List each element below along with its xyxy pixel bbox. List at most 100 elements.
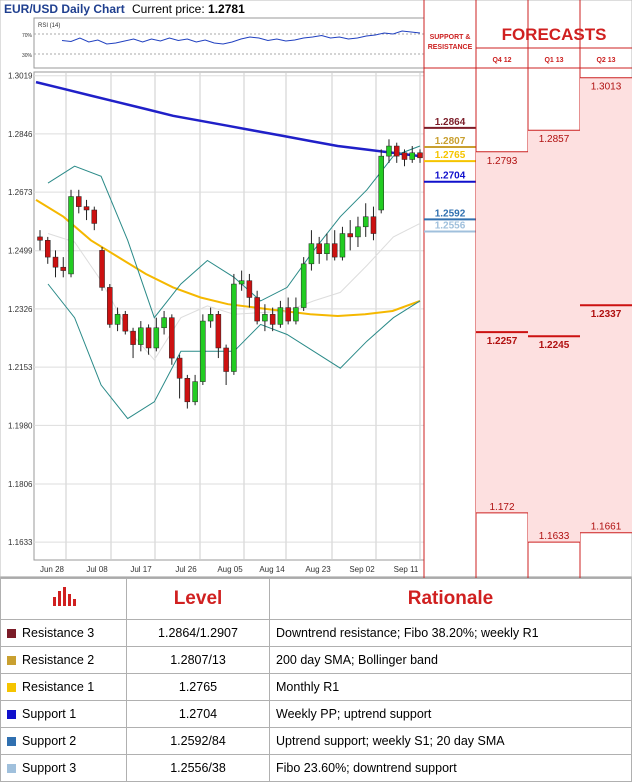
- x-tick-label: Aug 05: [217, 565, 243, 574]
- y-tick-label: 1.2673: [8, 188, 33, 197]
- level-header: Level: [126, 578, 270, 620]
- x-tick-label: Aug 14: [259, 565, 285, 574]
- level-value: 1.2765: [126, 673, 270, 701]
- sr-value: 1.2765: [435, 150, 466, 161]
- candle-body: [409, 152, 415, 160]
- sr-value: 1.2556: [435, 221, 466, 232]
- candle-body: [83, 206, 90, 211]
- level-rationale: 200 day SMA; Bollinger band: [269, 646, 632, 674]
- forecast-low-value: 1.1633: [539, 531, 570, 542]
- candle-body: [145, 327, 152, 349]
- level-rationale: Uptrend support; weekly S1; 20 day SMA: [269, 727, 632, 755]
- level-name: Resistance 2: [22, 653, 95, 667]
- level-value: 1.2704: [126, 700, 270, 728]
- y-tick-label: 1.2153: [8, 363, 33, 372]
- candle-body: [378, 155, 384, 211]
- table-row: Support 3 1.2556/38 Fibo 23.60%; downtrend…: [0, 754, 632, 782]
- forecast-column-label: Q2 13: [596, 57, 615, 64]
- level-name: Support 1: [22, 707, 77, 721]
- forecast-low-value: 1.1661: [591, 522, 622, 533]
- forecast-high-value: 1.2857: [539, 134, 570, 145]
- candle-body: [308, 243, 315, 265]
- y-tick-label: 1.1806: [8, 480, 33, 489]
- candle-body: [339, 233, 346, 258]
- x-tick-label: Jul 17: [130, 565, 152, 574]
- level-name: Support 2: [22, 734, 77, 748]
- candle-body: [138, 327, 144, 345]
- forecast-low-value: 1.172: [489, 502, 514, 513]
- chart-title: EUR/USD Daily Chart: [4, 2, 125, 16]
- current-price-label: Current price:: [132, 2, 205, 16]
- x-tick-label: Sep 11: [394, 565, 419, 574]
- level-color-swatch: [7, 710, 16, 719]
- candle-body: [355, 226, 361, 238]
- forecast-high-value: 1.3013: [591, 82, 622, 93]
- forecast-mid-value: 1.2337: [591, 309, 622, 320]
- table-row: Support 1 1.2704 Weekly PP; uptrend suppor…: [0, 700, 632, 728]
- sma-50-line: [35, 199, 421, 318]
- table-row: Support 2 1.2592/84 Uptrend support; weekl…: [0, 727, 632, 755]
- candle-body: [99, 250, 105, 288]
- candle-body: [362, 216, 369, 228]
- level-rationale: Fibo 23.60%; downtrend support: [269, 754, 632, 782]
- table-header-row: Level Rationale: [0, 578, 632, 620]
- candle-body: [76, 196, 82, 207]
- x-tick-label: Jul 08: [86, 565, 108, 574]
- candle-body: [192, 381, 198, 403]
- x-tick-label: Jun 28: [40, 565, 65, 574]
- forecasts-title: FORECASTS: [502, 25, 607, 44]
- y-tick-label: 1.2499: [8, 247, 33, 256]
- forecast-mid-value: 1.2245: [539, 340, 570, 351]
- candle-body: [277, 307, 284, 325]
- candle-body: [269, 314, 276, 325]
- level-rationale: Downtrend resistance; Fibo 38.20%; weekl…: [269, 619, 632, 647]
- candle-body: [223, 347, 229, 372]
- level-value: 1.2864/1.2907: [126, 619, 270, 647]
- sr-value: 1.2592: [435, 208, 466, 219]
- level-color-swatch: [7, 629, 16, 638]
- level-value: 1.2556/38: [126, 754, 270, 782]
- level-color-swatch: [7, 656, 16, 665]
- sr-value: 1.2807: [435, 136, 466, 147]
- table-row: Resistance 1 1.2765 Monthly R1: [0, 673, 632, 701]
- level-name: Resistance 1: [22, 680, 95, 694]
- candle-body: [207, 314, 214, 322]
- forecast-high-value: 1.2793: [487, 156, 518, 167]
- candle-body: [262, 314, 268, 322]
- candle-body: [246, 280, 253, 298]
- level-name-cell: Resistance 1: [0, 673, 127, 701]
- current-price-value: 1.2781: [208, 2, 245, 16]
- candle-body: [169, 317, 175, 359]
- candle-body: [184, 378, 191, 403]
- forecast-column-label: Q1 13: [544, 57, 563, 64]
- y-tick-label: 1.1980: [8, 421, 33, 430]
- level-name-cell: Support 2: [0, 727, 127, 755]
- level-name: Resistance 3: [22, 626, 95, 640]
- sr-title-line2: RESISTANCE: [428, 44, 473, 51]
- level-color-swatch: [7, 683, 16, 692]
- candle-body: [238, 280, 245, 285]
- level-name-cell: Resistance 2: [0, 646, 127, 674]
- y-tick-label: 1.1633: [8, 538, 33, 547]
- candle-body: [161, 317, 167, 329]
- level-color-swatch: [7, 764, 16, 773]
- level-name: Support 3: [22, 761, 77, 775]
- level-color-swatch: [7, 737, 16, 746]
- plot-area: [33, 71, 425, 561]
- sr-value: 1.2864: [435, 117, 466, 128]
- rationale-header: Rationale: [269, 578, 632, 620]
- candle-body: [324, 243, 330, 254]
- candle-body: [331, 243, 338, 258]
- candle-body: [231, 283, 237, 372]
- table-row: Resistance 3 1.2864/1.2907 Downtrend resis…: [0, 619, 632, 647]
- current-price: Current price: 1.2781: [132, 1, 245, 17]
- candle-body: [300, 263, 307, 308]
- price-chart: Jun 28 Jul 08 Jul 17 Jul 26 Aug 05 Aug 14 Aug …: [0, 0, 632, 578]
- level-value: 1.2592/84: [126, 727, 270, 755]
- candle-body: [114, 314, 121, 325]
- candle-body: [60, 266, 67, 271]
- level-rationale: Weekly PP; uptrend support: [269, 700, 632, 728]
- candle-body: [254, 297, 260, 322]
- candle-body: [401, 152, 408, 160]
